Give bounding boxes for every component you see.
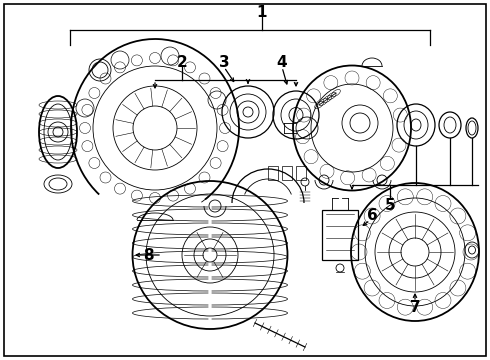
Text: 5: 5: [385, 198, 395, 212]
Text: 4: 4: [277, 54, 287, 69]
Bar: [268, 166, 278, 180]
Text: 1: 1: [257, 5, 267, 19]
Text: 3: 3: [219, 54, 229, 69]
Text: 2: 2: [176, 54, 187, 69]
Bar: [296, 166, 306, 180]
Text: 8: 8: [143, 248, 153, 262]
Text: 6: 6: [367, 207, 377, 222]
Bar: [282, 166, 292, 180]
Text: 7: 7: [410, 301, 420, 315]
Bar: [322, 210, 358, 260]
